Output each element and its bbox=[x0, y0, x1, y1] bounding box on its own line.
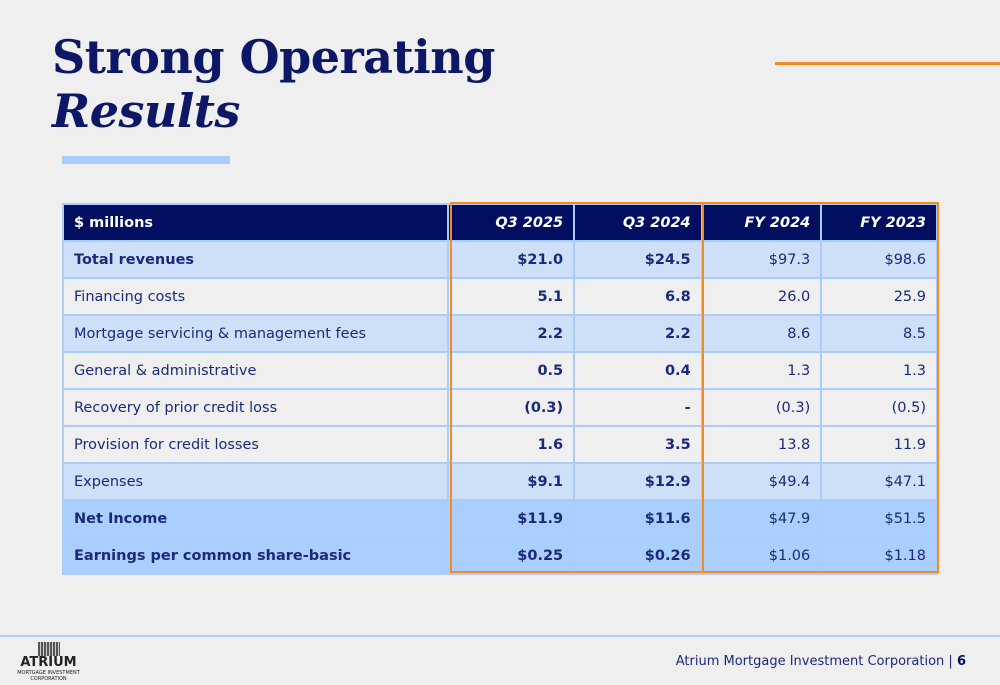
cell-value: 5.1 bbox=[446, 277, 576, 316]
cell-value: 0.4 bbox=[573, 351, 703, 390]
cell-value: 25.9 bbox=[820, 277, 938, 316]
footer-company: Atrium Mortgage Investment Corporation bbox=[675, 654, 945, 669]
logo-sub: MORTGAGE INVESTMENT CORPORATION bbox=[17, 670, 80, 682]
column-header: FY 2024 bbox=[700, 203, 823, 242]
footer-divider bbox=[0, 635, 1000, 637]
table-row: Total revenues $21.0 $24.5 $97.3 $98.6 bbox=[62, 240, 938, 279]
table-row: Provision for credit losses 1.6 3.5 13.8 11.… bbox=[62, 425, 938, 464]
results-table: $ millions Q3 2025 Q3 2024 FY 2024 FY 2023 T… bbox=[62, 203, 938, 575]
cell-value: $98.6 bbox=[820, 240, 938, 279]
cell-value: (0.3) bbox=[446, 388, 576, 427]
cell-value: 1.3 bbox=[820, 351, 938, 390]
footer-text: Atrium Mortgage Investment Corporation |… bbox=[676, 654, 966, 669]
cell-value: 2.2 bbox=[446, 314, 576, 353]
blue-accent-bar bbox=[62, 156, 230, 164]
cell-value: $0.26 bbox=[573, 536, 703, 575]
cell-value: 2.2 bbox=[573, 314, 703, 353]
page-number: 6 bbox=[956, 654, 966, 669]
cell-value: 11.9 bbox=[820, 425, 938, 464]
table-row: Financing costs 5.1 6.8 26.0 25.9 bbox=[62, 277, 938, 316]
column-header: FY 2023 bbox=[820, 203, 938, 242]
column-header: $ millions bbox=[62, 203, 449, 242]
cell-value: $51.5 bbox=[820, 499, 938, 538]
atrium-logo: ATRIUM MORTGAGE INVESTMENT CORPORATION bbox=[6, 642, 91, 682]
cell-value: 1.3 bbox=[700, 351, 823, 390]
title-line2: Results bbox=[52, 84, 240, 138]
row-label: Earnings per common share-basic bbox=[62, 536, 449, 575]
cell-value: 0.5 bbox=[446, 351, 576, 390]
row-label: Financing costs bbox=[62, 277, 449, 316]
cell-value: 26.0 bbox=[700, 277, 823, 316]
table-row: Expenses $9.1 $12.9 $49.4 $47.1 bbox=[62, 462, 938, 501]
cell-value: 6.8 bbox=[573, 277, 703, 316]
table-row: Recovery of prior credit loss (0.3) - (0.3)… bbox=[62, 388, 938, 427]
cell-value: $9.1 bbox=[446, 462, 576, 501]
column-header: Q3 2025 bbox=[446, 203, 576, 242]
cell-value: $12.9 bbox=[573, 462, 703, 501]
cell-value: $97.3 bbox=[700, 240, 823, 279]
cell-value: $24.5 bbox=[573, 240, 703, 279]
cell-value: $47.9 bbox=[700, 499, 823, 538]
orange-accent-line bbox=[775, 62, 1000, 65]
table-row: Net Income $11.9 $11.6 $47.9 $51.5 bbox=[62, 499, 938, 538]
cell-value: $47.1 bbox=[820, 462, 938, 501]
table-row: Mortgage servicing & management fees 2.2 2… bbox=[62, 314, 938, 353]
title-line1: Strong Operating bbox=[52, 30, 495, 84]
cell-value: 8.6 bbox=[700, 314, 823, 353]
cell-value: $11.9 bbox=[446, 499, 576, 538]
column-header: Q3 2024 bbox=[573, 203, 703, 242]
row-label: Expenses bbox=[62, 462, 449, 501]
row-label: General & administrative bbox=[62, 351, 449, 390]
cell-value: - bbox=[573, 388, 703, 427]
table-row: General & administrative 0.5 0.4 1.3 1.3 bbox=[62, 351, 938, 390]
cell-value: 1.6 bbox=[446, 425, 576, 464]
page-title: Strong Operating Results bbox=[52, 30, 495, 138]
cell-value: 13.8 bbox=[700, 425, 823, 464]
cell-value: $21.0 bbox=[446, 240, 576, 279]
row-label: Total revenues bbox=[62, 240, 449, 279]
row-label: Recovery of prior credit loss bbox=[62, 388, 449, 427]
cell-value: $0.25 bbox=[446, 536, 576, 575]
footer-separator: | bbox=[948, 654, 953, 669]
cell-value: $11.6 bbox=[573, 499, 703, 538]
cell-value: 8.5 bbox=[820, 314, 938, 353]
cell-value: $49.4 bbox=[700, 462, 823, 501]
row-label: Provision for credit losses bbox=[62, 425, 449, 464]
cell-value: $1.06 bbox=[700, 536, 823, 575]
cell-value: (0.5) bbox=[820, 388, 938, 427]
logo-name: ATRIUM bbox=[20, 655, 77, 670]
building-icon bbox=[37, 642, 60, 656]
row-label: Mortgage servicing & management fees bbox=[62, 314, 449, 353]
row-label: Net Income bbox=[62, 499, 449, 538]
table-row: Earnings per common share-basic $0.25 $0.2… bbox=[62, 536, 938, 575]
cell-value: 3.5 bbox=[573, 425, 703, 464]
cell-value: $1.18 bbox=[820, 536, 938, 575]
cell-value: (0.3) bbox=[700, 388, 823, 427]
